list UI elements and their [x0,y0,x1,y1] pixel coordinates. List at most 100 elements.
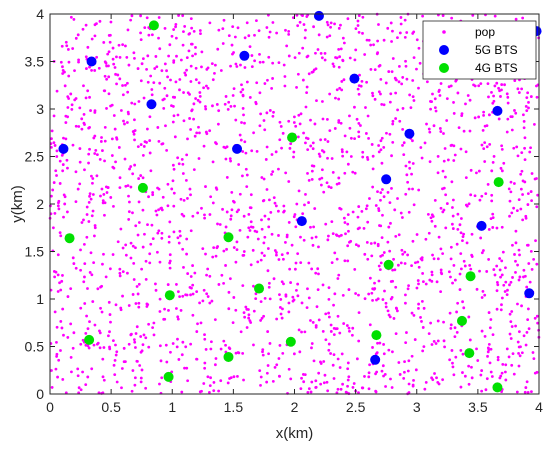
pop-point [348,56,352,60]
pop-point [491,160,495,164]
pop-point [132,132,136,136]
pop-point [412,379,415,382]
pop-point [525,380,529,384]
pop-point [273,249,277,252]
pop-point [462,306,466,310]
pop-point [412,56,416,60]
pop-point [499,95,502,98]
pop-point [98,19,102,23]
pop-point [188,117,192,120]
pop-point [261,348,265,352]
pop-point [480,194,484,198]
pop-point [175,54,178,58]
pop-point [393,208,397,212]
pop-point [209,195,213,199]
pop-point [245,185,249,189]
pop-point [353,268,357,271]
pop-point [304,28,307,32]
pop-point [149,242,153,246]
pop-point [160,376,164,380]
pop-point [118,271,122,275]
pop-point [520,87,524,91]
pop-point [410,264,413,268]
pop-point [373,287,377,290]
pop-point [115,380,119,384]
pop-point [442,208,446,212]
4g-bts-point [371,330,382,341]
pop-point [265,26,269,29]
pop-point [162,97,166,101]
pop-point [521,16,525,20]
pop-point [492,268,496,271]
pop-point [158,260,162,264]
pop-point [421,349,425,353]
pop-point [58,281,61,285]
pop-point [169,350,172,354]
pop-point [464,150,468,154]
pop-point [50,137,53,141]
pop-point [376,297,380,301]
pop-point [322,381,326,385]
pop-point [195,357,198,361]
pop-point [326,238,330,242]
pop-point [317,245,320,249]
pop-point [208,390,211,394]
5g-bts-point [524,288,535,299]
pop-point [129,333,133,337]
pop-point [293,115,296,119]
pop-point [389,92,393,96]
pop-point [295,13,299,17]
pop-point [364,132,368,135]
pop-point [363,53,367,56]
pop-point [400,248,404,252]
pop-point [325,35,329,39]
pop-point [304,192,307,196]
pop-point [508,214,511,218]
pop-point [204,105,207,108]
pop-point [470,232,474,236]
pop-point [221,42,225,45]
pop-point [115,137,119,141]
pop-point [60,279,64,283]
pop-point [321,283,325,287]
pop-point [181,172,185,175]
pop-point [309,319,312,322]
pop-point [459,267,463,271]
pop-point [444,193,448,197]
pop-point [417,306,420,310]
pop-point [275,363,279,367]
pop-point [238,133,242,137]
pop-point [470,365,473,369]
pop-point [224,95,228,98]
pop-point [491,212,495,216]
pop-point [391,57,395,60]
pop-point [185,252,188,256]
pop-point [110,154,114,157]
pop-point [239,90,243,94]
pop-point [74,36,78,40]
pop-point [126,28,130,32]
pop-point [495,307,499,311]
pop-point [189,80,193,83]
pop-point [108,330,111,334]
pop-point [380,102,384,106]
pop-point [114,353,118,357]
pop-point [317,152,321,156]
pop-point [112,204,115,208]
pop-point [170,34,174,38]
pop-point [133,376,137,380]
pop-point [239,138,243,142]
pop-point [263,82,267,85]
pop-point [445,97,449,101]
pop-point [296,252,300,256]
pop-point [351,386,355,389]
pop-point [531,351,535,354]
pop-point [452,263,456,267]
pop-point [351,210,355,214]
pop-point [84,332,88,335]
pop-point [263,128,267,132]
pop-point [371,154,375,158]
pop-point [340,150,344,154]
pop-point [357,205,361,208]
pop-point [330,220,334,224]
